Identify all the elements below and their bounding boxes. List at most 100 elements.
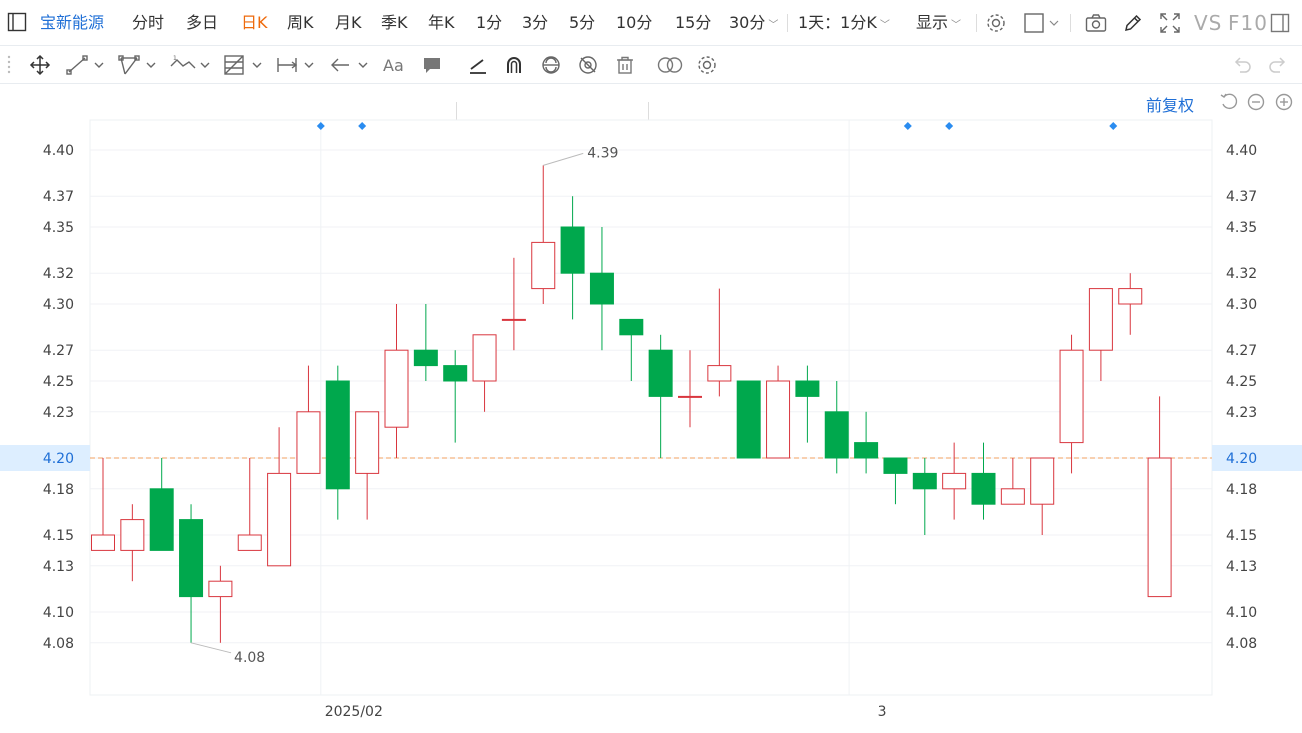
channel-tool-icon[interactable] (116, 53, 160, 77)
event-marker-icon[interactable] (358, 122, 367, 130)
candle-body[interactable] (149, 488, 174, 551)
x-tick-label: 2025/02 (325, 704, 383, 720)
candle-body[interactable] (1088, 288, 1113, 351)
candle-body[interactable] (179, 519, 204, 598)
candle-body[interactable] (120, 519, 145, 551)
candle-body[interactable] (736, 380, 761, 459)
zoom-in-icon[interactable] (1274, 92, 1294, 112)
candle-body[interactable] (296, 411, 321, 474)
drawing-settings-gear-icon[interactable] (695, 53, 719, 77)
low-marker-leader (190, 642, 232, 654)
candle-body[interactable] (472, 334, 497, 382)
tab-period-2[interactable]: 日K (241, 13, 268, 32)
candle-body[interactable] (1030, 457, 1055, 505)
candle-body[interactable] (942, 472, 967, 490)
tab-period-7[interactable]: 1分 (476, 13, 503, 32)
y-tick-label-right: 4.20 (1226, 451, 1257, 467)
candle-body[interactable] (854, 442, 879, 459)
candle-body[interactable] (384, 349, 409, 428)
candle-body[interactable] (678, 395, 702, 398)
tab-period-3[interactable]: 周K (287, 13, 314, 32)
redo-icon[interactable] (1266, 53, 1290, 77)
y-tick-label-right: 4.37 (1226, 189, 1257, 205)
trend-line-tool-icon[interactable] (64, 53, 108, 77)
candle-body[interactable] (912, 472, 937, 490)
magnet-icon[interactable] (502, 53, 526, 77)
event-marker-icon[interactable] (316, 122, 325, 130)
divider (787, 14, 788, 32)
candle-body[interactable] (325, 380, 350, 490)
candle-body[interactable] (1059, 349, 1084, 444)
candle-body[interactable] (1000, 488, 1025, 505)
y-tick-label-right: 4.15 (1226, 528, 1257, 544)
candle-body[interactable] (237, 534, 262, 551)
sidebar-toggle-icon[interactable] (6, 11, 28, 33)
candle-body[interactable] (531, 241, 556, 290)
tab-period-11[interactable]: 15分 (675, 13, 712, 32)
undo-icon[interactable] (1230, 53, 1254, 77)
tab-period-0[interactable]: 分时 (132, 13, 165, 32)
event-marker-icon[interactable] (903, 122, 912, 130)
side-panel-icon[interactable] (1268, 12, 1292, 34)
candle-body[interactable] (355, 411, 380, 474)
candle-body[interactable] (883, 457, 908, 474)
move-cross-icon[interactable] (28, 53, 52, 77)
tab-period-8[interactable]: 3分 (522, 13, 549, 32)
trash-icon[interactable] (613, 53, 637, 77)
tab-period-1[interactable]: 多日 (186, 13, 219, 32)
text-tool-icon[interactable]: Aa (382, 53, 408, 77)
candle-body[interactable] (443, 365, 468, 382)
tab-period-9[interactable]: 5分 (569, 13, 596, 32)
candle-body[interactable] (795, 380, 820, 397)
y-tick-label-left: 4.25 (43, 374, 74, 390)
candle-body[interactable] (208, 580, 233, 598)
candle-body[interactable] (267, 472, 292, 567)
candle-body[interactable] (560, 226, 585, 274)
candle-body[interactable] (824, 411, 849, 459)
tab-period-5[interactable]: 季K (381, 13, 408, 32)
settings-gear-icon[interactable] (984, 12, 1008, 34)
candle-body[interactable] (1147, 457, 1172, 598)
event-marker-icon[interactable] (1109, 122, 1118, 130)
pencil-icon[interactable] (1121, 12, 1145, 34)
camera-icon[interactable] (1084, 12, 1108, 34)
arrow-left-tool-icon[interactable] (328, 53, 374, 77)
candle-body[interactable] (766, 380, 791, 459)
interval-select[interactable]: 1天：1分K ﹀ (798, 0, 890, 46)
display-select[interactable]: 显示 ﹀ (916, 0, 961, 46)
tab-period-4[interactable]: 月K (335, 13, 362, 32)
candle-body[interactable] (91, 534, 115, 551)
candle-body[interactable] (589, 272, 614, 305)
f10-button[interactable]: F10 (1228, 11, 1268, 35)
candle-body[interactable] (501, 318, 526, 321)
layout-box-icon[interactable] (1022, 12, 1062, 34)
hide-drawings-icon[interactable] (576, 53, 600, 77)
line-weight-icon[interactable] (466, 53, 490, 77)
candle-body[interactable] (619, 318, 644, 336)
candle-body[interactable] (971, 472, 996, 505)
vs-compare-button[interactable]: VS (1194, 11, 1223, 35)
wave-tool-icon[interactable]: 1 (168, 53, 214, 77)
y-tick-label-left: 4.20 (43, 451, 74, 467)
reset-view-icon[interactable] (1219, 92, 1239, 112)
zoom-out-icon[interactable] (1246, 92, 1266, 112)
price-adjust-select[interactable]: 前复权 (1146, 96, 1195, 115)
tab-period-6[interactable]: 年K (428, 13, 455, 32)
stock-name[interactable]: 宝新能源 (40, 13, 105, 32)
range-measure-icon[interactable] (274, 53, 320, 77)
drag-handle-icon[interactable] (4, 53, 14, 77)
svg-text:Aa: Aa (383, 56, 404, 75)
tab-period-10[interactable]: 10分 (616, 13, 653, 32)
fibonacci-tool-icon[interactable] (222, 53, 266, 77)
overlay-compare-icon[interactable] (656, 53, 684, 77)
candle-body[interactable] (707, 365, 732, 382)
comment-tool-icon[interactable] (420, 53, 444, 77)
event-marker-icon[interactable] (945, 122, 954, 130)
period-more-select[interactable]: 30分 ﹀ (729, 0, 778, 46)
lock-drawings-icon[interactable] (538, 53, 564, 77)
candle-body[interactable] (648, 349, 673, 397)
fullscreen-icon[interactable] (1158, 12, 1182, 34)
candle-body[interactable] (1118, 288, 1143, 305)
candle-body[interactable] (413, 349, 438, 367)
